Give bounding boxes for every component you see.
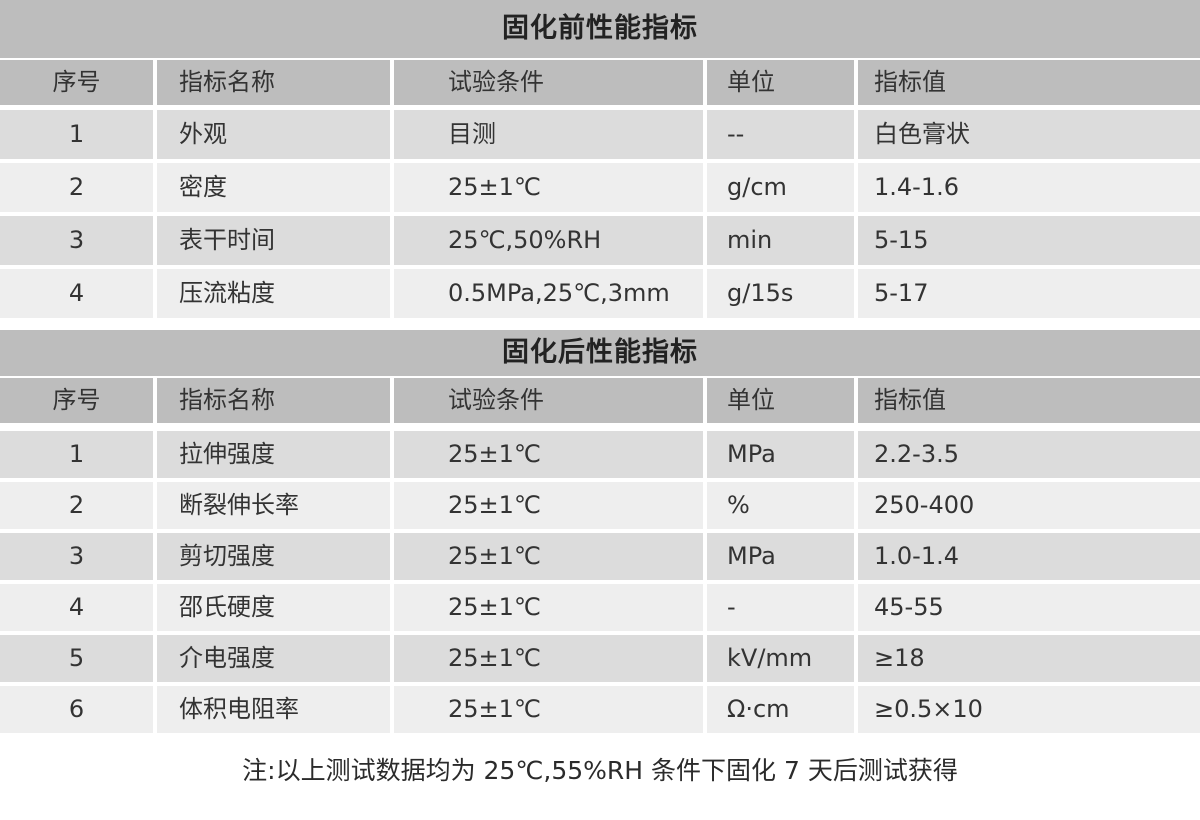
cell-value: 5-17 [858,269,1200,318]
cell-condition: 目测 [394,110,703,159]
cell-value: 45-55 [858,584,1200,631]
cell-condition: 25℃,50%RH [394,216,703,265]
cell-index: 4 [0,269,153,318]
table-row: 5 介电强度 25±1℃ kV/mm ≥18 [0,635,1200,682]
cell-unit: g/15s [707,269,854,318]
cell-index: 1 [0,431,153,478]
header-value: 指标值 [858,60,1200,105]
cell-unit: MPa [707,533,854,580]
cell-unit: kV/mm [707,635,854,682]
header-unit: 单位 [707,378,854,423]
cell-value: 5-15 [858,216,1200,265]
cell-index: 4 [0,584,153,631]
cell-unit: -- [707,110,854,159]
table-body: 1 拉伸强度 25±1℃ MPa 2.2-3.5 2 断裂伸长率 25±1℃% 250-400 3… [0,431,1200,733]
cell-name: 介电强度 [157,635,390,682]
cell-value: 1.4-1.6 [858,163,1200,212]
cell-name: 体积电阻率 [157,686,390,733]
cell-unit: MPa [707,431,854,478]
cell-unit: % [707,482,854,529]
cell-value: 白色膏状 [858,110,1200,159]
table-row: 1 拉伸强度 25±1℃ MPa 2.2-3.5 [0,431,1200,478]
cell-index: 5 [0,635,153,682]
cell-value: 2.2-3.5 [858,431,1200,478]
cell-condition: 0.5MPa,25℃,3mm [394,269,703,318]
cell-condition: 25±1℃ [394,686,703,733]
header-index: 序号 [0,60,153,105]
table-row: 3 表干时间 25℃,50%RH min 5-15 [0,216,1200,265]
cell-name: 剪切强度 [157,533,390,580]
cell-name: 邵氏硬度 [157,584,390,631]
table-pre-cure: 固化前性能指标 序号 指标名称 试验条件 单位 指标值 1 外观 目测 -- 白色膏状 2… [0,0,1200,318]
table-row: 6 体积电阻率 25±1℃ Ω·cm ≥0.5×10 [0,686,1200,733]
cell-name: 密度 [157,163,390,212]
cell-value: 1.0-1.4 [858,533,1200,580]
cell-index: 6 [0,686,153,733]
cell-index: 3 [0,216,153,265]
header-unit: 单位 [707,60,854,105]
table-body: 1 外观 目测 -- 白色膏状 2 密度 25±1℃ g/cm 1.4-1.6 3 表干时间 25℃,5… [0,110,1200,318]
cell-value: ≥0.5×10 [858,686,1200,733]
cell-unit: min [707,216,854,265]
footnote: 注:以上测试数据均为 25℃,55%RH 条件下固化 7 天后测试获得 [242,756,958,785]
cell-name: 外观 [157,110,390,159]
cell-name: 断裂伸长率 [157,482,390,529]
header-condition: 试验条件 [394,378,703,423]
header-value: 指标值 [858,378,1200,423]
cell-value: ≥18 [858,635,1200,682]
cell-condition: 25±1℃ [394,635,703,682]
cell-name: 压流粘度 [157,269,390,318]
table-row: 4 邵氏硬度 25±1℃ -45-55 [0,584,1200,631]
table-row: 2 密度 25±1℃ g/cm 1.4-1.6 [0,163,1200,212]
table-row: 2 断裂伸长率 25±1℃% 250-400 [0,482,1200,529]
table-row: 1 外观 目测 -- 白色膏状 [0,110,1200,159]
cell-value: 250-400 [858,482,1200,529]
table-title-post-cure: 固化后性能指标 [0,330,1200,376]
cell-condition: 25±1℃ [394,584,703,631]
header-index: 序号 [0,378,153,423]
table-row: 3 剪切强度 25±1℃ MPa 1.0-1.4 [0,533,1200,580]
cell-index: 1 [0,110,153,159]
cell-name: 表干时间 [157,216,390,265]
cell-unit: g/cm [707,163,854,212]
header-name: 指标名称 [157,60,390,105]
cell-condition: 25±1℃ [394,163,703,212]
table-header-row: 序号 指标名称 试验条件 单位 指标值 [0,60,1200,105]
cell-unit: Ω·cm [707,686,854,733]
header-condition: 试验条件 [394,60,703,105]
cell-index: 2 [0,163,153,212]
cell-condition: 25±1℃ [394,431,703,478]
cell-condition: 25±1℃ [394,533,703,580]
cell-condition: 25±1℃ [394,482,703,529]
cell-index: 3 [0,533,153,580]
table-title-pre-cure: 固化前性能指标 [0,0,1200,58]
table-row: 4 压流粘度 0.5MPa,25℃,3mm g/15s 5-17 [0,269,1200,318]
cell-name: 拉伸强度 [157,431,390,478]
cell-unit: - [707,584,854,631]
table-header-row: 序号 指标名称 试验条件 单位 指标值 [0,378,1200,423]
header-name: 指标名称 [157,378,390,423]
table-post-cure: 固化后性能指标 序号 指标名称 试验条件 单位 指标值 1 拉伸强度 25±1℃ MP… [0,330,1200,733]
cell-index: 2 [0,482,153,529]
